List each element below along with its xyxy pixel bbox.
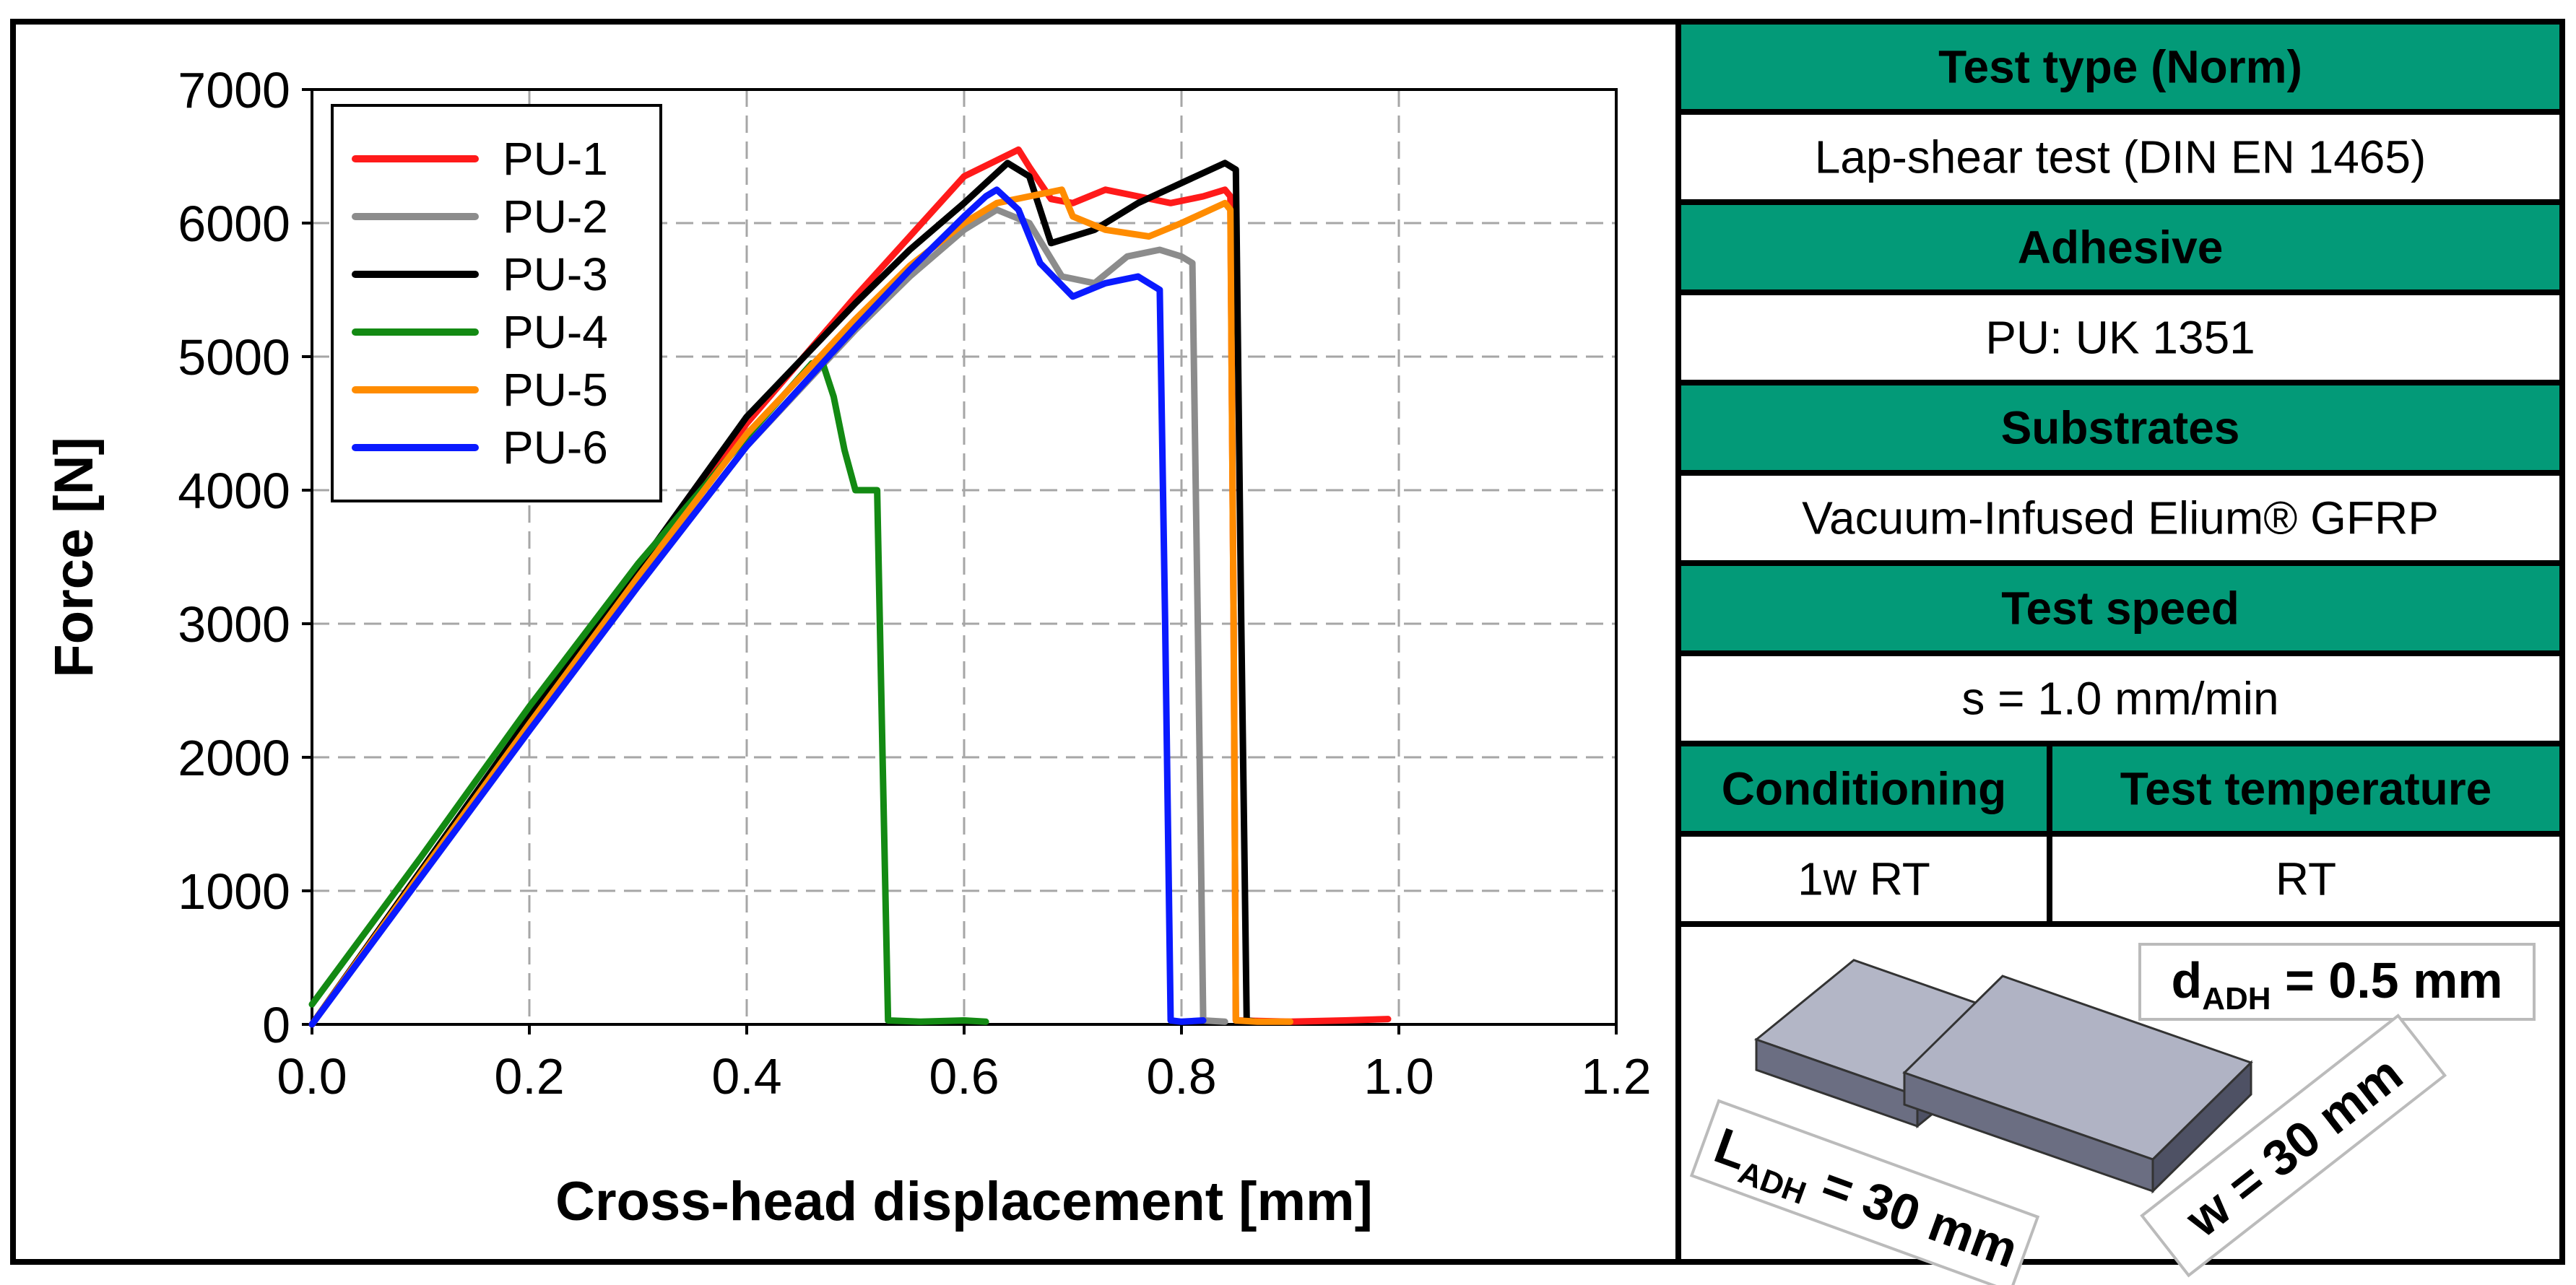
- table-value-cell: [1675, 650, 2565, 746]
- series-line-pu-5: [308, 186, 1293, 1028]
- table-header-cell: [1675, 19, 2565, 115]
- info-table: Test type (Norm) Lap-shear test (DIN EN 1…: [1675, 19, 2565, 927]
- series-line-pu-6: [308, 186, 1207, 1028]
- series-line-pu-4: [308, 360, 989, 1025]
- specimen-illustration: dADH = 0.5 mm LADH = 30 mm w = 30 mm: [1689, 943, 2536, 1285]
- y-tick-label: 5000: [178, 329, 290, 386]
- upper-substrate-side: [2151, 1060, 2252, 1194]
- x-tick-label: 1.0: [1363, 1048, 1434, 1105]
- table-header-cell: [1675, 380, 2565, 476]
- y-tick-label: 4000: [178, 463, 290, 519]
- force-displacement-chart: 0.0 0.2 0.4 0.6 0.8 1.0 1.2 0 1000 2000 3000 4000 5…: [43, 62, 1652, 1232]
- x-tick-label: 0.6: [929, 1048, 999, 1105]
- table-header-text: Adhesive: [2018, 222, 2224, 274]
- plot-area-border: [311, 88, 1618, 1026]
- x-tick-label: 0.0: [277, 1048, 347, 1105]
- table-value-cell: [2047, 831, 2565, 927]
- table-header-text: Test type (Norm): [1938, 41, 2302, 93]
- y-tick-label: 3000: [178, 596, 290, 653]
- table-header-text: Conditioning: [1722, 763, 2007, 815]
- table-value-cell: [1675, 109, 2565, 205]
- table-value-text: s = 1.0 mm/min: [1961, 673, 2278, 725]
- table-header-cell: [2047, 741, 2565, 837]
- table-header-cell: [1675, 560, 2565, 656]
- table-value-text: Lap-shear test (DIN EN 1465): [1815, 131, 2427, 183]
- length-label-box: [1689, 1099, 2040, 1285]
- x-axis-label: Cross-head displacement [mm]: [555, 1171, 1373, 1232]
- legend-items: PU-1 PU-2PU-3 PU-4 PU-5 PU-6: [352, 133, 608, 474]
- table-value-cell: [1675, 470, 2565, 566]
- x-tick-label: 0.8: [1146, 1048, 1216, 1105]
- legend-label-pu-1: PU-1: [503, 133, 608, 185]
- thickness-label: dADH = 0.5 mm: [2171, 952, 2502, 1016]
- table-header-text: Substrates: [2001, 402, 2240, 454]
- x-tick-label: 1.2: [1581, 1048, 1651, 1105]
- y-tick-label: 6000: [178, 196, 290, 252]
- legend-label-pu-5: PU-5: [503, 364, 608, 416]
- table-value-text: PU: UK 1351: [1985, 312, 2255, 364]
- table-value-cell: [1675, 831, 2052, 927]
- legend-label-pu-3: PU-3: [503, 248, 608, 300]
- y-tick-label: 7000: [178, 62, 290, 118]
- legend-label-pu-4: PU-4: [503, 306, 608, 358]
- y-tick-labels: 0 1000 2000 3000 4000 5000 6000 7000: [178, 62, 290, 1053]
- y-axis-label: Force [N]: [43, 437, 105, 678]
- table-header-cell: [1675, 199, 2565, 295]
- table-header-text: Test speed: [2001, 583, 2239, 635]
- x-tick-labels: 0.0 0.2 0.4 0.6 0.8 1.0 1.2: [277, 1048, 1651, 1105]
- table-value-cell: [1675, 289, 2565, 386]
- table-value-text: Vacuum-Infused Elium® GFRP: [1802, 492, 2439, 544]
- width-label-box: [2140, 1014, 2447, 1278]
- y-tick-label: 1000: [178, 863, 290, 920]
- table-value-text: RT: [2276, 853, 2336, 905]
- legend-box: [331, 104, 662, 502]
- thickness-label-box: [2138, 943, 2536, 1021]
- y-tick-label: 2000: [178, 730, 290, 786]
- legend-label-pu-6: PU-6: [503, 422, 608, 474]
- legend: PU-1 PU-2PU-3 PU-4 PU-5 PU-6: [331, 104, 662, 502]
- x-tick-label: 0.2: [494, 1048, 564, 1105]
- y-tick-label: 0: [262, 997, 290, 1053]
- table-value-text: 1w RT: [1797, 853, 1930, 905]
- x-tick-label: 0.4: [711, 1048, 781, 1105]
- legend-label-pu-2: PU-2: [503, 191, 608, 243]
- series-layer: [308, 146, 1392, 1028]
- table-header-text: Test temperature: [2120, 763, 2492, 815]
